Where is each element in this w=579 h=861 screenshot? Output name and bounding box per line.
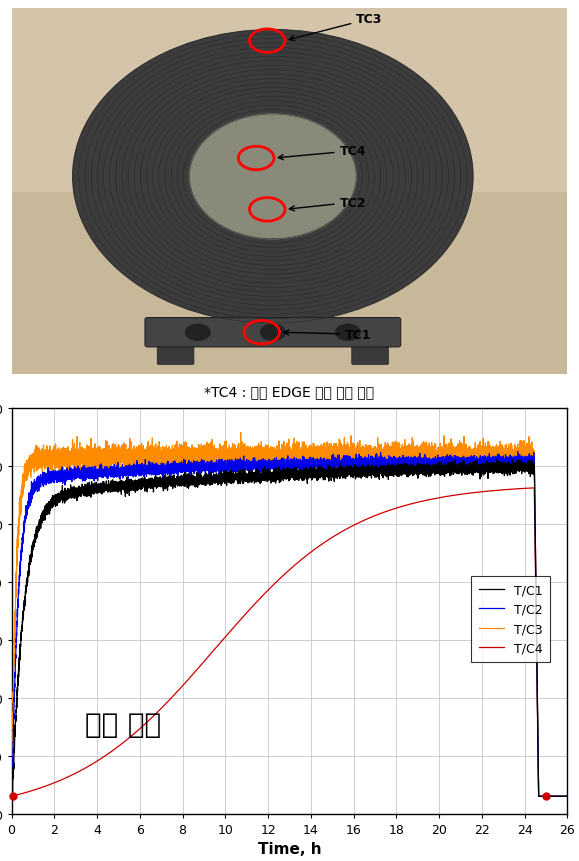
T/C1 xyxy=(36,521,43,531)
T/C2 xyxy=(564,791,571,802)
T/C3 xyxy=(420,439,427,449)
FancyBboxPatch shape xyxy=(157,343,194,365)
T/C1 xyxy=(337,474,344,484)
Circle shape xyxy=(261,325,285,341)
Bar xyxy=(12,9,567,192)
T/C4 xyxy=(361,515,368,525)
T/C2 xyxy=(420,458,427,468)
Ellipse shape xyxy=(189,115,356,239)
Ellipse shape xyxy=(73,31,473,324)
Text: TC2: TC2 xyxy=(290,196,366,212)
T/C4 xyxy=(8,791,15,802)
Point xyxy=(541,790,551,803)
Line: T/C1: T/C1 xyxy=(12,460,567,814)
Text: TC4: TC4 xyxy=(278,146,366,160)
FancyBboxPatch shape xyxy=(352,343,389,365)
T/C3 xyxy=(361,455,368,466)
T/C4 xyxy=(564,791,571,802)
T/C1 xyxy=(509,455,516,465)
T/C4 xyxy=(337,528,344,538)
T/C3 xyxy=(337,450,344,461)
T/C4 xyxy=(36,784,43,794)
T/C2 xyxy=(361,459,368,469)
T/C1 xyxy=(8,808,15,819)
Circle shape xyxy=(185,325,210,341)
Line: T/C3: T/C3 xyxy=(12,433,567,812)
T/C3 xyxy=(564,791,571,802)
Point xyxy=(8,790,17,803)
T/C3 xyxy=(450,448,457,458)
T/C1 xyxy=(361,468,368,478)
T/C3 xyxy=(8,807,15,817)
T/C4 xyxy=(531,483,538,493)
T/C2 xyxy=(210,459,217,469)
Text: 온도 실적: 온도 실적 xyxy=(85,710,161,739)
Text: TC1: TC1 xyxy=(284,328,372,341)
T/C3 xyxy=(210,449,217,459)
Line: T/C2: T/C2 xyxy=(12,452,567,814)
T/C1 xyxy=(210,472,217,482)
Legend: T/C1, T/C2, T/C3, T/C4: T/C1, T/C2, T/C3, T/C4 xyxy=(471,577,550,662)
T/C1 xyxy=(564,791,571,802)
T/C2 xyxy=(337,460,344,470)
Circle shape xyxy=(336,325,360,341)
T/C1 xyxy=(420,465,427,475)
T/C2 xyxy=(450,459,457,469)
T/C3 xyxy=(36,448,43,458)
T/C4 xyxy=(210,647,217,657)
T/C2 xyxy=(36,480,43,491)
T/C1 xyxy=(450,462,457,473)
T/C3 xyxy=(237,428,244,438)
T/C2 xyxy=(8,808,15,819)
Line: T/C4: T/C4 xyxy=(12,488,567,796)
Text: TC3: TC3 xyxy=(290,13,383,41)
T/C4 xyxy=(450,491,457,501)
T/C4 xyxy=(420,496,427,506)
X-axis label: Time, h: Time, h xyxy=(258,841,321,856)
T/C2 xyxy=(514,447,521,457)
Text: *TC4 : 코일 EDGE 부와 직접 접촉: *TC4 : 코일 EDGE 부와 직접 접촉 xyxy=(204,385,375,399)
FancyBboxPatch shape xyxy=(145,319,401,348)
